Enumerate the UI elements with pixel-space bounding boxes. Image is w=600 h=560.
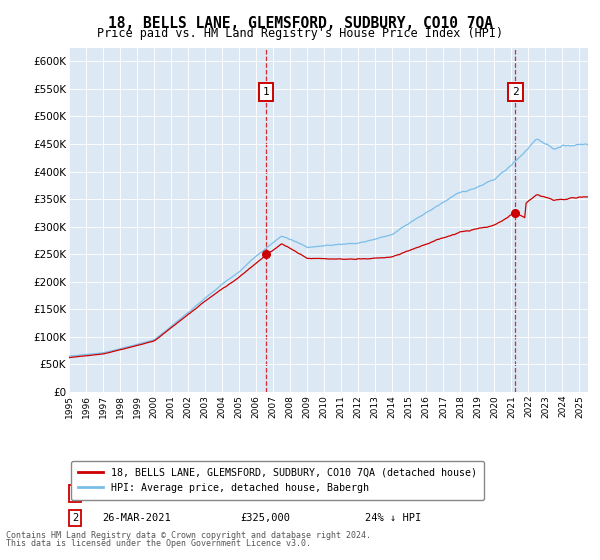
Text: 1: 1 <box>72 488 79 498</box>
Text: 26-MAR-2021: 26-MAR-2021 <box>103 513 172 522</box>
Text: £250,000: £250,000 <box>240 488 290 498</box>
Text: 4% ↓ HPI: 4% ↓ HPI <box>365 488 415 498</box>
Text: £325,000: £325,000 <box>240 513 290 522</box>
Text: 1: 1 <box>263 87 269 97</box>
Text: Price paid vs. HM Land Registry's House Price Index (HPI): Price paid vs. HM Land Registry's House … <box>97 27 503 40</box>
Text: 24% ↓ HPI: 24% ↓ HPI <box>365 513 421 522</box>
Text: 2: 2 <box>72 513 79 522</box>
Text: This data is licensed under the Open Government Licence v3.0.: This data is licensed under the Open Gov… <box>6 539 311 548</box>
Text: 18, BELLS LANE, GLEMSFORD, SUDBURY, CO10 7QA: 18, BELLS LANE, GLEMSFORD, SUDBURY, CO10… <box>107 16 493 31</box>
Legend: 18, BELLS LANE, GLEMSFORD, SUDBURY, CO10 7QA (detached house), HPI: Average pric: 18, BELLS LANE, GLEMSFORD, SUDBURY, CO10… <box>71 461 484 500</box>
Text: 04-AUG-2006: 04-AUG-2006 <box>103 488 172 498</box>
Text: Contains HM Land Registry data © Crown copyright and database right 2024.: Contains HM Land Registry data © Crown c… <box>6 531 371 540</box>
Text: 2: 2 <box>512 87 519 97</box>
